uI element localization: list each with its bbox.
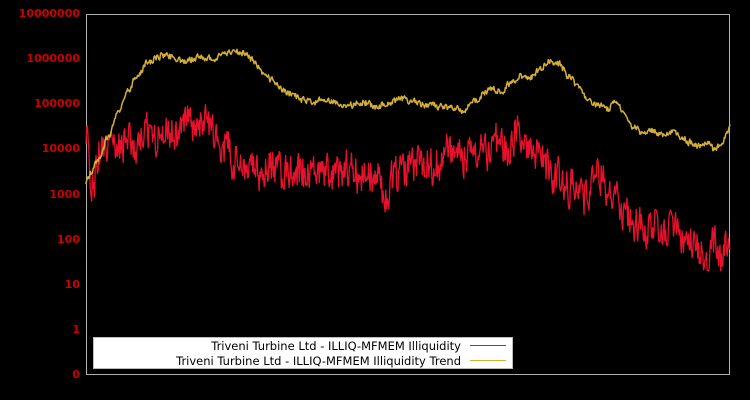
- legend-item-label: Triveni Turbine Ltd - ILLIQ-MFMEM Illiqu…: [211, 338, 461, 353]
- legend-item: Triveni Turbine Ltd - ILLIQ-MFMEM Illiqu…: [94, 353, 512, 368]
- series-line-illiquidity-trend: [85, 48, 731, 185]
- y-axis-tick-label: 10000000: [18, 7, 80, 20]
- legend-color-swatch-illiquidity: [470, 345, 506, 346]
- y-axis-tick-label: 100000: [34, 97, 80, 111]
- y-axis-tick-label: 1000: [49, 187, 80, 201]
- y-axis-tick-label: 0: [72, 368, 80, 381]
- legend-item-label: Triveni Turbine Ltd - ILLIQ-MFMEM Illiqu…: [176, 353, 461, 368]
- y-axis-tick-label: 100: [57, 232, 80, 246]
- chart-legend: Triveni Turbine Ltd - ILLIQ-MFMEM Illiqu…: [93, 337, 513, 369]
- y-axis-tick-label: 1: [72, 322, 80, 336]
- y-axis-tick-label: 10000: [41, 142, 80, 156]
- legend-color-swatch-trend: [470, 360, 506, 361]
- series-line-illiquidity: [85, 103, 731, 272]
- legend-item: Triveni Turbine Ltd - ILLIQ-MFMEM Illiqu…: [94, 338, 512, 353]
- y-axis-tick-label: 10: [64, 277, 80, 291]
- data-series-group: [85, 48, 731, 272]
- y-axis-tick-label: 1000000: [26, 52, 80, 66]
- plot-area-frame: [86, 14, 730, 375]
